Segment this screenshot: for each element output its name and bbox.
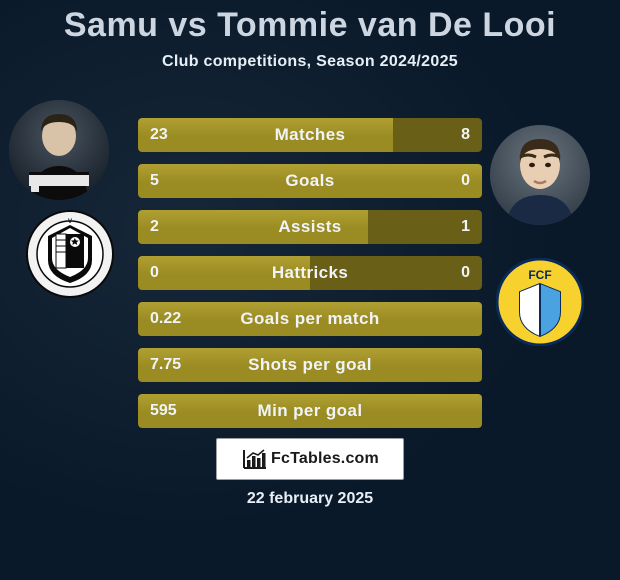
stat-row: 0.22Goals per match <box>138 302 482 336</box>
stat-value-right: 8 <box>461 126 470 144</box>
stat-row: 595Min per goal <box>138 394 482 428</box>
chart-icon <box>241 448 267 470</box>
stat-row: 2Assists1 <box>138 210 482 244</box>
stat-value-right: 1 <box>461 218 470 236</box>
stat-label: Min per goal <box>138 401 482 421</box>
subtitle: Club competitions, Season 2024/2025 <box>0 53 620 71</box>
page-title: Samu vs Tommie van De Looi <box>0 0 620 45</box>
stat-label: Matches <box>138 125 482 145</box>
footer-brand-badge: FcTables.com <box>216 438 404 480</box>
svg-text:V: V <box>68 219 72 225</box>
stat-row: 0Hattricks0 <box>138 256 482 290</box>
svg-text:FCF: FCF <box>528 268 551 282</box>
stat-value-right: 0 <box>461 172 470 190</box>
stat-row: 23Matches8 <box>138 118 482 152</box>
stat-label: Shots per goal <box>138 355 482 375</box>
stat-label: Goals <box>138 171 482 191</box>
left-club-crest: V <box>26 210 114 298</box>
stats-container: 23Matches85Goals02Assists10Hattricks00.2… <box>138 118 482 440</box>
stat-label: Assists <box>138 217 482 237</box>
stat-row: 7.75Shots per goal <box>138 348 482 382</box>
right-player-avatar <box>490 125 590 225</box>
left-player-avatar <box>9 100 109 200</box>
footer-date: 22 february 2025 <box>0 490 620 508</box>
footer-brand-text: FcTables.com <box>271 450 379 468</box>
stat-label: Goals per match <box>138 309 482 329</box>
stat-label: Hattricks <box>138 263 482 283</box>
right-club-crest: FCF <box>496 258 584 346</box>
stat-value-right: 0 <box>461 264 470 282</box>
stat-row: 5Goals0 <box>138 164 482 198</box>
